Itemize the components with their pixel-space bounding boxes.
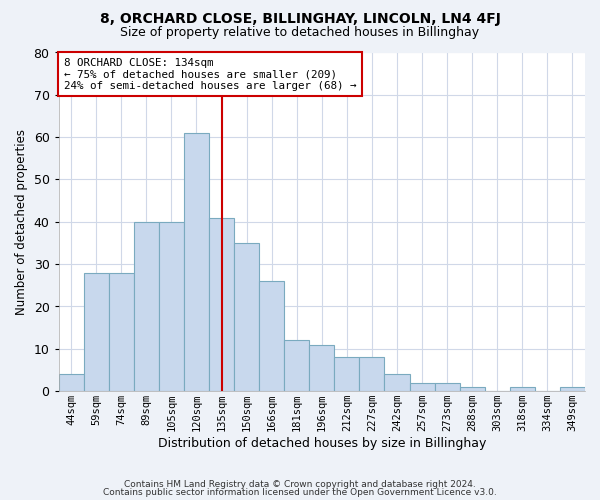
Bar <box>560 387 585 391</box>
Bar <box>510 387 535 391</box>
X-axis label: Distribution of detached houses by size in Billinghay: Distribution of detached houses by size … <box>158 437 486 450</box>
Bar <box>109 272 134 391</box>
Bar <box>234 243 259 391</box>
Text: Contains public sector information licensed under the Open Government Licence v3: Contains public sector information licen… <box>103 488 497 497</box>
Text: Size of property relative to detached houses in Billinghay: Size of property relative to detached ho… <box>121 26 479 39</box>
Bar <box>460 387 485 391</box>
Bar <box>284 340 309 391</box>
Bar <box>259 281 284 391</box>
Bar <box>410 382 434 391</box>
Bar <box>134 222 159 391</box>
Bar <box>184 133 209 391</box>
Bar <box>209 218 234 391</box>
Text: 8 ORCHARD CLOSE: 134sqm
← 75% of detached houses are smaller (209)
24% of semi-d: 8 ORCHARD CLOSE: 134sqm ← 75% of detache… <box>64 58 356 91</box>
Y-axis label: Number of detached properties: Number of detached properties <box>15 129 28 315</box>
Bar <box>159 222 184 391</box>
Bar <box>385 374 410 391</box>
Text: 8, ORCHARD CLOSE, BILLINGHAY, LINCOLN, LN4 4FJ: 8, ORCHARD CLOSE, BILLINGHAY, LINCOLN, L… <box>100 12 500 26</box>
Bar <box>359 358 385 391</box>
Bar <box>59 374 83 391</box>
Bar <box>83 272 109 391</box>
Bar <box>334 358 359 391</box>
Bar <box>434 382 460 391</box>
Text: Contains HM Land Registry data © Crown copyright and database right 2024.: Contains HM Land Registry data © Crown c… <box>124 480 476 489</box>
Bar <box>309 344 334 391</box>
